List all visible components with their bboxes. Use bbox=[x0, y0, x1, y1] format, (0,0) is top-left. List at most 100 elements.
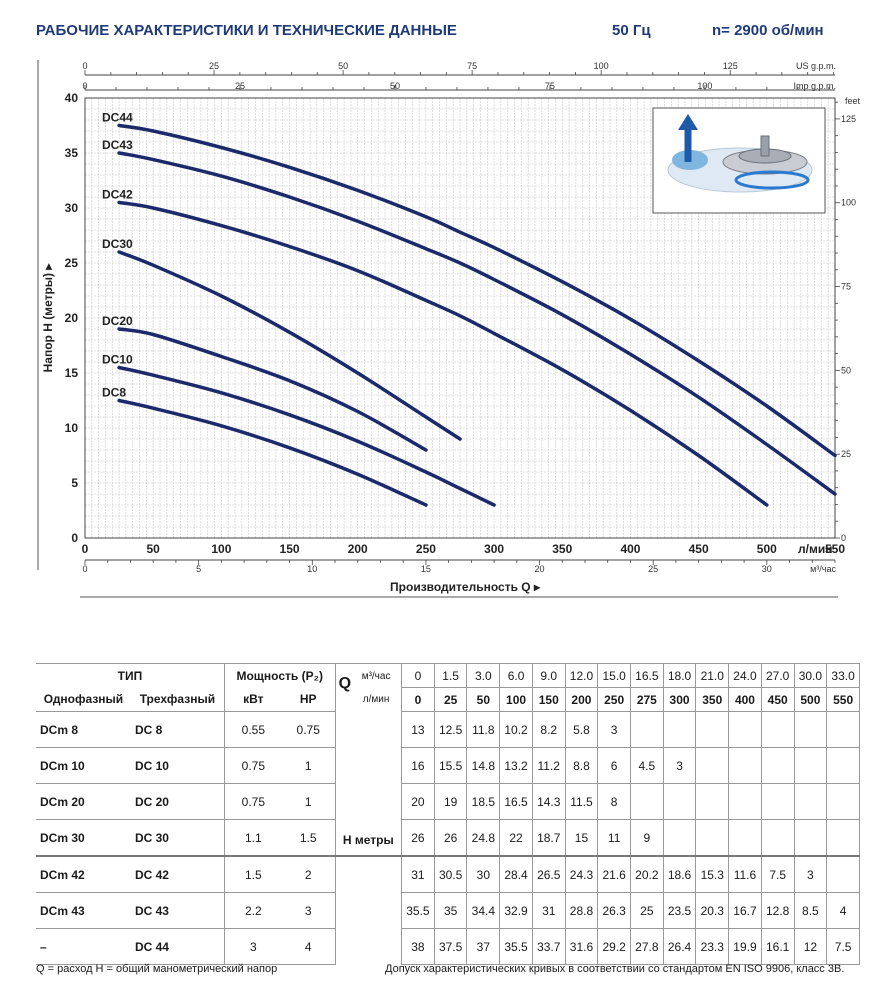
m3-value: 30.0 bbox=[794, 663, 828, 688]
head-value: 20.2 bbox=[630, 855, 664, 893]
three-phase-model: DC 8 bbox=[130, 711, 225, 748]
head-value bbox=[794, 747, 828, 784]
head-value: 3 bbox=[794, 855, 828, 893]
m3-value: 16.5 bbox=[630, 663, 664, 688]
head-value: 12 bbox=[794, 928, 828, 965]
x-tick-label: 550 bbox=[825, 542, 845, 556]
imp-gpm-tick-label: 100 bbox=[697, 81, 712, 91]
head-value: 16 bbox=[401, 747, 435, 784]
head-value: 13 bbox=[401, 711, 435, 748]
type-header: ТИП bbox=[36, 663, 225, 688]
head-value bbox=[826, 855, 860, 893]
m3-value: 24.0 bbox=[728, 663, 762, 688]
head-value: 23.5 bbox=[663, 892, 697, 929]
m3-tick-label: 20 bbox=[535, 564, 545, 574]
head-value: 24.3 bbox=[565, 855, 599, 893]
power-hp: 1 bbox=[281, 747, 336, 784]
head-value: 19.9 bbox=[728, 928, 762, 965]
head-value: 30.5 bbox=[434, 855, 468, 893]
head-value: 13.2 bbox=[499, 747, 533, 784]
m3-tick-label: 10 bbox=[307, 564, 317, 574]
head-value: 34.4 bbox=[466, 892, 501, 929]
head-value: 20 bbox=[401, 783, 435, 820]
head-value: 28.4 bbox=[499, 855, 533, 893]
head-value: 18.5 bbox=[466, 783, 501, 820]
power-kw: 1.5 bbox=[223, 855, 282, 893]
head-value bbox=[663, 783, 697, 820]
flow-ring-shape bbox=[734, 170, 810, 190]
header-row-bottom: Однофазный Трехфазный кВт HP 0 25 50 100 150 200 2… bbox=[36, 687, 860, 712]
head-value bbox=[663, 711, 697, 748]
y-tick-label: 30 bbox=[65, 201, 79, 215]
hp-header: HP bbox=[281, 687, 336, 712]
y-tick-label: 20 bbox=[65, 311, 79, 325]
y-axis-label: Напор H (метры) ▸ bbox=[41, 263, 55, 373]
table-row: DCm 8 DC 8 0.55 0.75 H метры 13 12.5 11.8 10.2 8.… bbox=[36, 711, 860, 856]
head-value: 35 bbox=[434, 892, 468, 929]
y-tick-label: 35 bbox=[65, 146, 79, 160]
head-value: 26 bbox=[401, 819, 435, 857]
head-value bbox=[728, 711, 762, 748]
curve-dc42 bbox=[117, 200, 769, 507]
curve-dc30 bbox=[117, 250, 462, 441]
h-meters-label: H метры bbox=[335, 711, 403, 856]
power-hp: 1.5 bbox=[281, 819, 336, 857]
curve-label-dc8: DC8 bbox=[102, 386, 126, 400]
head-value: 15.5 bbox=[434, 747, 468, 784]
m3-value: 0 bbox=[401, 663, 435, 688]
m3-value: 3.0 bbox=[466, 663, 501, 688]
head-value: 27.8 bbox=[630, 928, 664, 965]
m3-value: 18.0 bbox=[663, 663, 697, 688]
head-value bbox=[695, 783, 730, 820]
x-tick-label: 450 bbox=[689, 542, 709, 556]
head-value bbox=[761, 783, 795, 820]
lmin-unit-label: л/мин bbox=[362, 693, 390, 705]
curve-label-dc20: DC20 bbox=[102, 314, 133, 328]
head-value: 35.5 bbox=[401, 892, 435, 929]
head-value bbox=[826, 783, 860, 820]
power-hp: 3 bbox=[281, 892, 336, 929]
rpm-label: n= 2900 об/мин bbox=[712, 22, 824, 39]
head-value bbox=[794, 711, 828, 748]
m3-tick-label: 30 bbox=[762, 564, 772, 574]
us-gpm-tick-label: 75 bbox=[467, 61, 477, 71]
head-value bbox=[663, 819, 697, 857]
y-tick-label: 15 bbox=[65, 366, 79, 380]
head-value: 31.6 bbox=[565, 928, 599, 965]
head-value: 21.6 bbox=[597, 855, 631, 893]
y-tick-label: 10 bbox=[65, 421, 79, 435]
head-value: 26.3 bbox=[597, 892, 631, 929]
head-value: 14.8 bbox=[466, 747, 501, 784]
table-row: – DC 44 3 4 38 37.5 37 35.5 33.7 31.6 29.2 27.8 26.4… bbox=[36, 928, 860, 965]
feet-tick-label: 125 bbox=[841, 114, 856, 124]
head-value: 18.6 bbox=[663, 855, 697, 893]
m3-tick-label: 0 bbox=[82, 564, 87, 574]
head-value: 8.8 bbox=[565, 747, 599, 784]
head-value: 12.5 bbox=[434, 711, 468, 748]
head-value: 32.9 bbox=[499, 892, 533, 929]
head-value: 4 bbox=[826, 892, 860, 929]
lmin-value: 200 bbox=[565, 687, 599, 712]
frequency-label: 50 Гц bbox=[612, 22, 651, 39]
three-phase-model: DC 10 bbox=[130, 747, 225, 784]
three-phase-model: DC 43 bbox=[130, 892, 225, 929]
lmin-value: 275 bbox=[630, 687, 664, 712]
head-value: 8.2 bbox=[532, 711, 566, 748]
head-value: 16.7 bbox=[728, 892, 762, 929]
head-value: 26.5 bbox=[532, 855, 566, 893]
y-tick-label: 25 bbox=[65, 256, 79, 270]
head-value: 28.8 bbox=[565, 892, 599, 929]
head-value: 29.2 bbox=[597, 928, 631, 965]
imp-gpm-tick-label: 50 bbox=[390, 81, 400, 91]
x-tick-label: 300 bbox=[484, 542, 504, 556]
m3-tick-label: 15 bbox=[421, 564, 431, 574]
power-kw: 2.2 bbox=[223, 892, 282, 929]
feet-tick-label: 0 bbox=[841, 533, 846, 543]
head-value bbox=[630, 783, 664, 820]
m3-value: 1.5 bbox=[434, 663, 468, 688]
feet-axis-label: feet bbox=[845, 96, 861, 106]
head-value: 23.3 bbox=[695, 928, 730, 965]
head-value: 10.2 bbox=[499, 711, 533, 748]
